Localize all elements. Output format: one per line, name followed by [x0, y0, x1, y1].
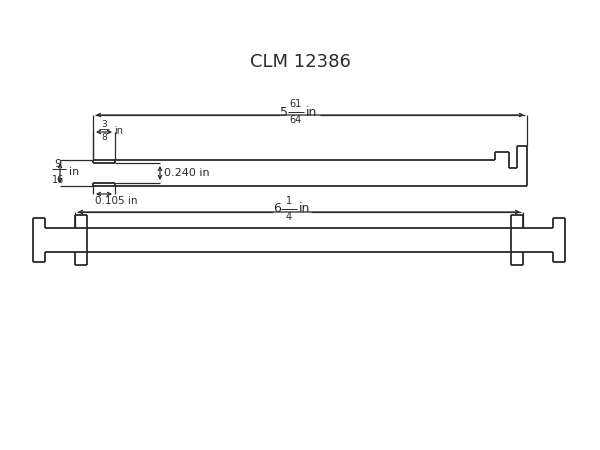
Text: 64: 64 [290, 115, 302, 125]
Text: 4: 4 [286, 212, 292, 222]
Text: in: in [299, 202, 310, 216]
Text: 5: 5 [280, 105, 288, 118]
Text: 3: 3 [101, 120, 107, 129]
Text: 61: 61 [290, 99, 302, 109]
Text: 1: 1 [286, 196, 292, 206]
Text: in: in [114, 126, 123, 136]
Text: in: in [69, 167, 79, 177]
Text: CLM 12386: CLM 12386 [250, 53, 350, 71]
Text: 8: 8 [101, 133, 107, 142]
Text: 0.240 in: 0.240 in [164, 168, 209, 178]
Text: 16: 16 [52, 175, 64, 185]
Text: in: in [306, 105, 317, 118]
Text: 9: 9 [55, 159, 62, 169]
Text: 0.105 in: 0.105 in [95, 196, 137, 206]
Text: 6: 6 [273, 202, 281, 216]
